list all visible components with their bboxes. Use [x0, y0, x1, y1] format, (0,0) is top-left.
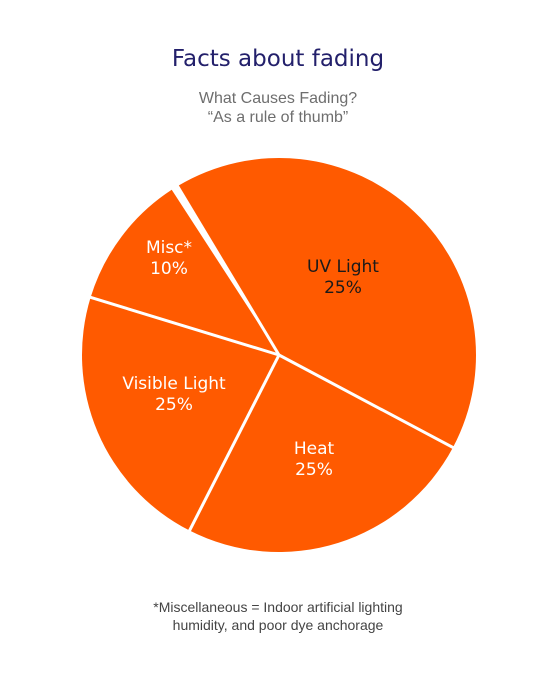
slice-label-heat: Heat 25% — [294, 439, 335, 480]
pie-labels: UV Light 25%Heat 25%Visible Light 25%Misc* 1… — [122, 238, 379, 480]
footnote-line-1: *Miscellaneous = Indoor artificial light… — [153, 599, 403, 615]
subtitle-line-2: “As a rule of thumb” — [207, 109, 349, 126]
pie-separators — [89, 184, 455, 533]
chart-subtitle: What Causes Fading? “As a rule of thumb” — [0, 89, 556, 127]
slice-separator — [278, 353, 455, 450]
slice-category-text: Heat — [294, 439, 335, 459]
slice-label-misc: Misc* 10% — [146, 238, 192, 279]
slice-separator — [187, 354, 281, 533]
footnote-line-2: humidity, and poor dye anchorage — [172, 617, 384, 633]
chart-title: Facts about fading — [171, 46, 385, 72]
pie-slice-uv-light — [177, 158, 476, 448]
slice-category-text: Visible Light — [122, 374, 226, 394]
pie-slice-visible-light — [82, 297, 279, 531]
slice-category-text: Misc* — [146, 238, 192, 258]
slice-label-visible-light: Visible Light 25% — [122, 374, 226, 415]
slice-value-text: 10% — [150, 259, 188, 279]
slice-separator — [175, 184, 281, 356]
slice-value-text: 25% — [295, 460, 333, 480]
subtitle-line-1: What Causes Fading? — [198, 90, 358, 107]
slice-value-text: 25% — [155, 395, 193, 415]
footnote: *Miscellaneous = Indoor artificial light… — [0, 598, 556, 634]
pie-slice-misc — [90, 189, 279, 355]
slice-category-text: UV Light — [307, 257, 379, 277]
slice-separator — [89, 295, 280, 357]
slice-value-text: 25% — [324, 278, 362, 298]
slice-label-uv-light: UV Light 25% — [307, 257, 379, 298]
